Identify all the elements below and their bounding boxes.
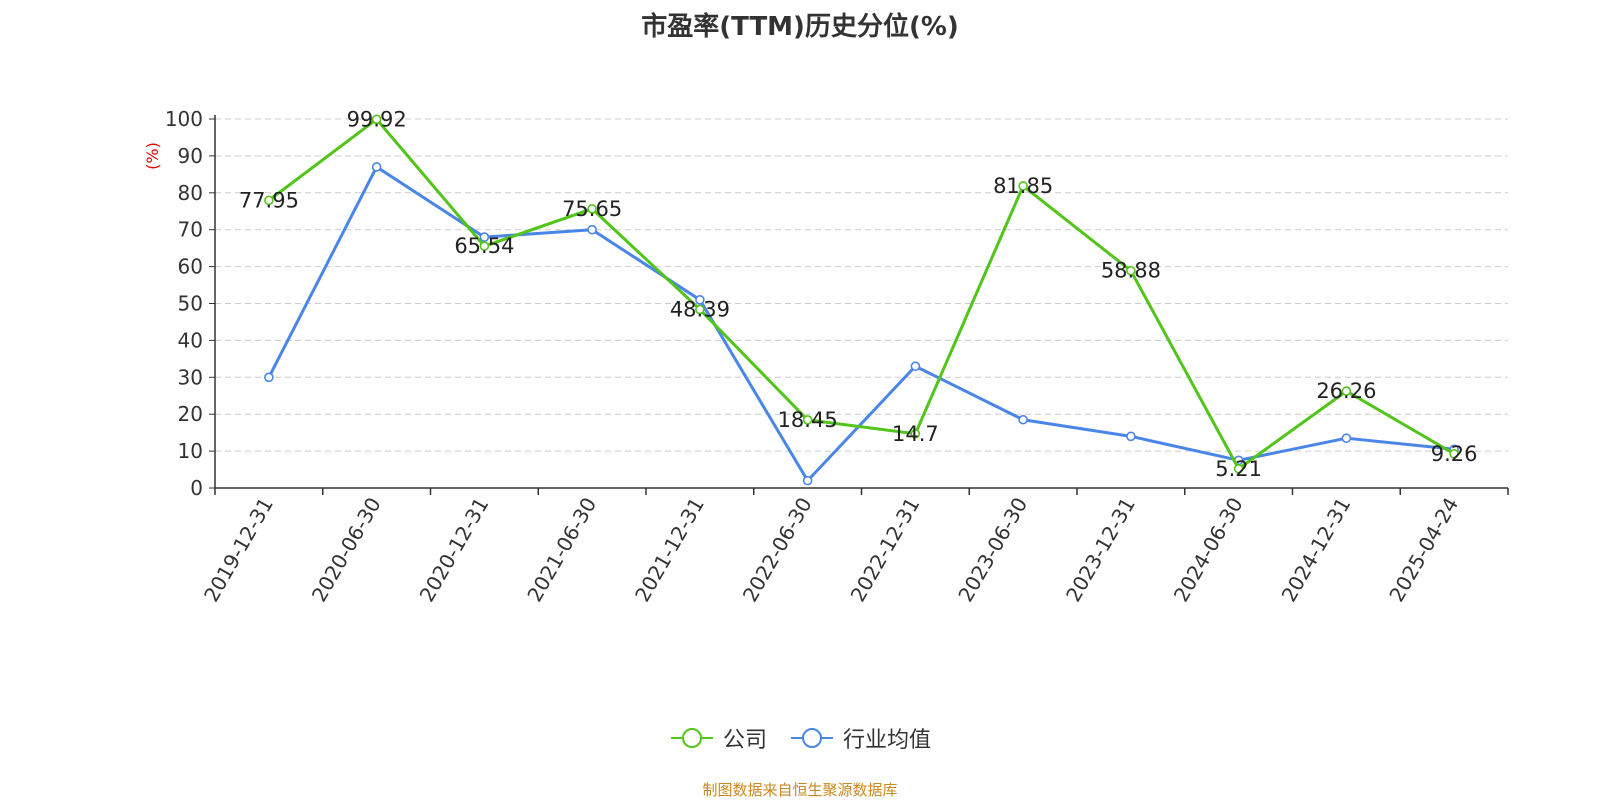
y-tick-label-30: 30 bbox=[178, 365, 203, 389]
data-labels: 77.95 99.92 65.54 75.65 48.39 18.45 14.7 81.85 5… bbox=[239, 107, 1478, 480]
point-series0-4 bbox=[695, 304, 705, 315]
source-note: 制图数据来自恒生聚源数据库 bbox=[702, 781, 898, 799]
series-line-0 bbox=[267, 117, 1455, 471]
legend: 公司 行业均值 bbox=[0, 721, 1600, 755]
point-series0-0 bbox=[264, 195, 274, 206]
legend-label-industry: 行业均值 bbox=[843, 728, 932, 753]
series-lines bbox=[264, 114, 1459, 486]
point-series1-6 bbox=[910, 361, 921, 372]
point-series0-6 bbox=[910, 428, 921, 439]
point-series1-3 bbox=[587, 224, 597, 235]
data-label-5: 18.45 bbox=[778, 408, 838, 432]
y-tick-label-50: 50 bbox=[178, 292, 203, 316]
legend-item-company[interactable]: 公司 bbox=[669, 722, 767, 754]
x-tick-label-2025-04-24: 2025-04-24 bbox=[1384, 493, 1463, 606]
point-series0-11 bbox=[1449, 449, 1459, 459]
data-label-1: 99.92 bbox=[347, 107, 407, 131]
point-series0-7 bbox=[1018, 181, 1028, 191]
x-tick-label-2020-12-31: 2020-12-31 bbox=[415, 493, 494, 606]
point-series1-2 bbox=[479, 232, 490, 242]
x-tick-label-2024-06-30: 2024-06-30 bbox=[1169, 493, 1248, 606]
point-series0-10 bbox=[1341, 386, 1352, 396]
x-tick-label-2020-06-30: 2020-06-30 bbox=[307, 493, 386, 606]
point-series0-2 bbox=[479, 241, 490, 251]
y-tick-label-70: 70 bbox=[178, 218, 203, 242]
y-tick-label-10: 10 bbox=[178, 439, 203, 463]
point-series1-8 bbox=[1126, 431, 1136, 442]
x-tick-label-2019-12-31: 2019-12-31 bbox=[199, 493, 278, 606]
point-series1-5 bbox=[802, 475, 813, 486]
y-tick-label-90: 90 bbox=[178, 144, 203, 168]
point-series0-5 bbox=[802, 415, 813, 425]
point-series1-4 bbox=[695, 295, 705, 305]
point-series0-1 bbox=[371, 114, 382, 125]
y-tick-label-80: 80 bbox=[178, 181, 203, 205]
data-label-9: 5.21 bbox=[1215, 457, 1262, 481]
data-label-11: 9.26 bbox=[1431, 442, 1478, 466]
x-tick-label-2022-12-31: 2022-12-31 bbox=[846, 493, 925, 606]
x-tick-label-2021-12-31: 2021-12-31 bbox=[630, 493, 709, 606]
x-tick-label-2022-06-30: 2022-06-30 bbox=[738, 493, 817, 606]
data-label-6: 14.7 bbox=[892, 422, 939, 446]
series-line-1 bbox=[267, 165, 1455, 483]
point-series1-0 bbox=[264, 372, 274, 383]
point-series0-8 bbox=[1126, 265, 1136, 276]
x-tick-label-2023-12-31: 2023-12-31 bbox=[1061, 493, 1140, 606]
y-tick-label-20: 20 bbox=[178, 402, 203, 426]
y-tick-label-40: 40 bbox=[178, 328, 203, 352]
x-tick-label-2024-12-31: 2024-12-31 bbox=[1277, 493, 1356, 606]
axes: 0 10 20 30 40 50 60 70 80 90 100 2019-12-31 2020-06-… bbox=[165, 107, 1509, 606]
grid-lines bbox=[215, 118, 1508, 452]
point-series1-7 bbox=[1018, 414, 1028, 425]
chart-title: 市盈率(TTM)历史分位(%) bbox=[641, 12, 959, 42]
x-tick-label-2021-06-30: 2021-06-30 bbox=[522, 493, 601, 606]
data-label-7: 81.85 bbox=[993, 174, 1053, 198]
point-series0-3 bbox=[587, 204, 597, 214]
legend-industry-marker-icon bbox=[791, 728, 833, 748]
data-label-8: 58.88 bbox=[1101, 259, 1161, 283]
legend-item-industry[interactable]: 行业均值 bbox=[789, 722, 931, 754]
data-label-10: 26.26 bbox=[1316, 379, 1376, 403]
legend-company-marker-icon bbox=[670, 728, 713, 748]
y-tick-label-100: 100 bbox=[165, 107, 203, 131]
point-series1-1 bbox=[371, 162, 382, 172]
y-tick-label-60: 60 bbox=[178, 255, 203, 279]
y-axis-label: (%) bbox=[143, 142, 162, 170]
x-tick-label-2023-06-30: 2023-06-30 bbox=[953, 493, 1032, 606]
point-series1-10 bbox=[1341, 433, 1352, 443]
legend-label-company: 公司 bbox=[722, 728, 767, 753]
point-series0-9 bbox=[1233, 463, 1244, 474]
data-label-0: 77.95 bbox=[239, 188, 299, 212]
data-label-2: 65.54 bbox=[454, 234, 514, 258]
data-label-4: 48.39 bbox=[670, 297, 730, 321]
data-label-3: 75.65 bbox=[562, 197, 622, 221]
y-tick-label-0: 0 bbox=[190, 476, 203, 500]
